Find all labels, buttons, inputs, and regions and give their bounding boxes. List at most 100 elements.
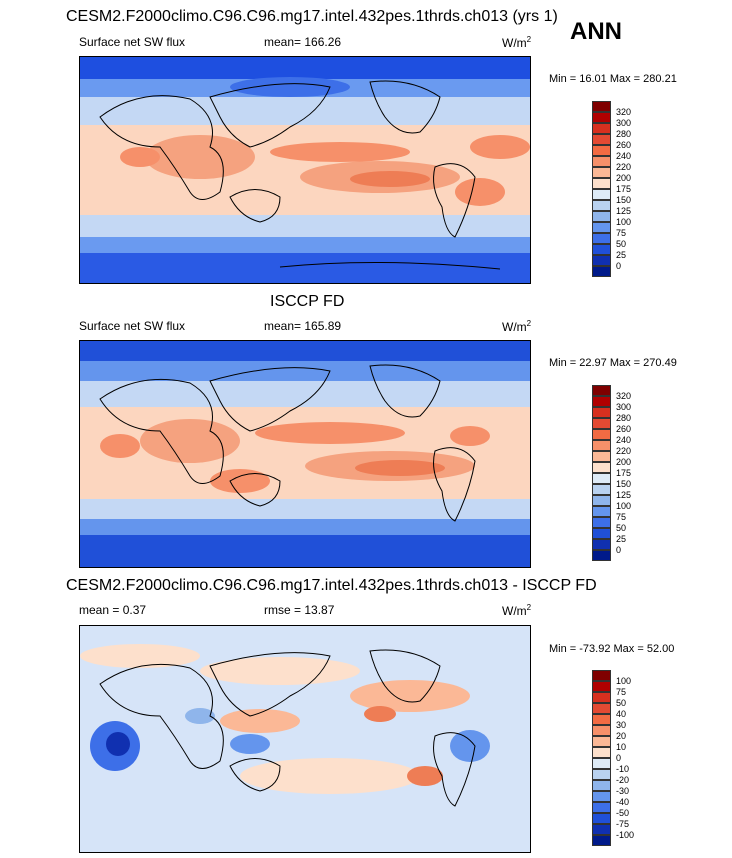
colorbar-tick-label: 25 xyxy=(616,250,627,260)
panel-1-mean-label: mean= 166.26 xyxy=(264,35,342,49)
colorbar-tick-label: 50 xyxy=(616,698,627,708)
colorbar-swatch xyxy=(592,528,611,539)
colorbar-swatch xyxy=(592,473,611,484)
colorbar-swatch xyxy=(592,692,611,703)
panel-3-map xyxy=(79,625,531,853)
colorbar-swatch xyxy=(592,802,611,813)
colorbar-tick-label: 50 xyxy=(616,239,627,249)
colorbar-tick-label: 0 xyxy=(616,545,622,555)
colorbar-swatch xyxy=(592,791,611,802)
colorbar-tick-label: 320 xyxy=(616,107,632,117)
colorbar-tick-label: 10 xyxy=(616,742,627,752)
panel-3-mean-label: mean = 0.37 xyxy=(79,603,147,617)
colorbar-tick-label: 175 xyxy=(616,468,632,478)
colorbar-tick-label: 40 xyxy=(616,709,627,719)
colorbar-swatch xyxy=(592,451,611,462)
colorbar-tick-label: 240 xyxy=(616,435,632,445)
colorbar-swatch xyxy=(592,396,611,407)
colorbar-swatch xyxy=(592,681,611,692)
colorbar-swatch xyxy=(592,145,611,156)
colorbar-swatch xyxy=(592,736,611,747)
colorbar-swatch xyxy=(592,539,611,550)
panel-3-rmse-label: rmse = 13.87 xyxy=(264,603,335,617)
colorbar-swatch xyxy=(592,178,611,189)
colorbar-swatch xyxy=(592,495,611,506)
colorbar-tick-label: 200 xyxy=(616,457,632,467)
colorbar-swatch xyxy=(592,156,611,167)
panel-2-title: ISCCP FD xyxy=(270,293,345,310)
colorbar-swatch xyxy=(592,244,611,255)
panel-2-colorbar: 320 300 280 260 240 220 200 175 150 125 100 75 50 25 0 xyxy=(592,385,652,561)
colorbar-tick-label: 280 xyxy=(616,129,632,139)
colorbar-tick-label: 175 xyxy=(616,184,632,194)
colorbar-swatch xyxy=(592,462,611,473)
colorbar-tick-label: 100 xyxy=(616,676,632,686)
colorbar-tick-label: 75 xyxy=(616,228,627,238)
colorbar-tick-label: -10 xyxy=(616,764,630,774)
colorbar-swatch xyxy=(592,167,611,178)
colorbar-swatch xyxy=(592,813,611,824)
colorbar-tick-label: -20 xyxy=(616,775,630,785)
colorbar-tick-label: 0 xyxy=(616,753,622,763)
colorbar-tick-label: 240 xyxy=(616,151,632,161)
colorbar-tick-label: 280 xyxy=(616,413,632,423)
colorbar-tick-label: 100 xyxy=(616,217,632,227)
colorbar-swatch xyxy=(592,725,611,736)
colorbar-tick-label: 220 xyxy=(616,446,632,456)
colorbar-tick-label: 300 xyxy=(616,118,632,128)
colorbar-tick-label: 0 xyxy=(616,261,622,271)
colorbar-swatch xyxy=(592,123,611,134)
colorbar-tick-label: 200 xyxy=(616,173,632,183)
colorbar-tick-label: 260 xyxy=(616,140,632,150)
colorbar-swatch xyxy=(592,835,611,846)
colorbar-swatch xyxy=(592,703,611,714)
colorbar-tick-label: 125 xyxy=(616,206,632,216)
colorbar-swatch xyxy=(592,780,611,791)
colorbar-tick-label: -100 xyxy=(616,830,635,840)
panel-3-colorbar: 100 75 50 40 30 20 10 0 -10 -20 -30 -40 -50 -75 -100 xyxy=(592,670,652,846)
colorbar-swatch xyxy=(592,222,611,233)
colorbar-swatch xyxy=(592,484,611,495)
panel-1-minmax: Min = 16.01 Max = 280.21 xyxy=(549,73,677,85)
colorbar-tick-label: -30 xyxy=(616,786,630,796)
colorbar-tick-label: 100 xyxy=(616,501,632,511)
colorbar-swatch xyxy=(592,112,611,123)
panel-2-variable-label: Surface net SW flux xyxy=(79,319,186,333)
panel-1-title: CESM2.F2000climo.C96.C96.mg17.intel.432p… xyxy=(66,8,558,25)
colorbar-tick-label: 50 xyxy=(616,523,627,533)
colorbar-swatch xyxy=(592,266,611,277)
season-label: ANN xyxy=(570,18,622,45)
colorbar-tick-label: -40 xyxy=(616,797,630,807)
panel-1-units: W/m2 xyxy=(502,35,532,50)
colorbar-swatch xyxy=(592,440,611,451)
panel-2-units: W/m2 xyxy=(502,319,532,334)
panel-2-minmax: Min = 22.97 Max = 270.49 xyxy=(549,357,677,369)
colorbar-tick-label: 20 xyxy=(616,731,627,741)
colorbar-swatch xyxy=(592,550,611,561)
colorbar-tick-label: 150 xyxy=(616,195,632,205)
colorbar-swatch xyxy=(592,747,611,758)
colorbar-swatch xyxy=(592,769,611,780)
colorbar-tick-label: 75 xyxy=(616,687,627,697)
colorbar-tick-label: 125 xyxy=(616,490,632,500)
colorbar-swatch xyxy=(592,134,611,145)
colorbar-tick-label: 300 xyxy=(616,402,632,412)
colorbar-tick-label: 75 xyxy=(616,512,627,522)
colorbar-swatch xyxy=(592,385,611,396)
colorbar-swatch xyxy=(592,200,611,211)
colorbar-swatch xyxy=(592,517,611,528)
colorbar-swatch xyxy=(592,189,611,200)
colorbar-swatch xyxy=(592,714,611,725)
colorbar-tick-label: 260 xyxy=(616,424,632,434)
colorbar-tick-label: 320 xyxy=(616,391,632,401)
colorbar-swatch xyxy=(592,233,611,244)
colorbar-tick-label: -75 xyxy=(616,819,630,829)
colorbar-swatch xyxy=(592,211,611,222)
colorbar-swatch xyxy=(592,758,611,769)
colorbar-swatch xyxy=(592,824,611,835)
colorbar-swatch xyxy=(592,429,611,440)
panel-3-title: CESM2.F2000climo.C96.C96.mg17.intel.432p… xyxy=(66,577,597,594)
panel-3-minmax: Min = -73.92 Max = 52.00 xyxy=(549,643,675,655)
panel-2-map xyxy=(79,340,531,568)
colorbar-tick-label: -50 xyxy=(616,808,630,818)
